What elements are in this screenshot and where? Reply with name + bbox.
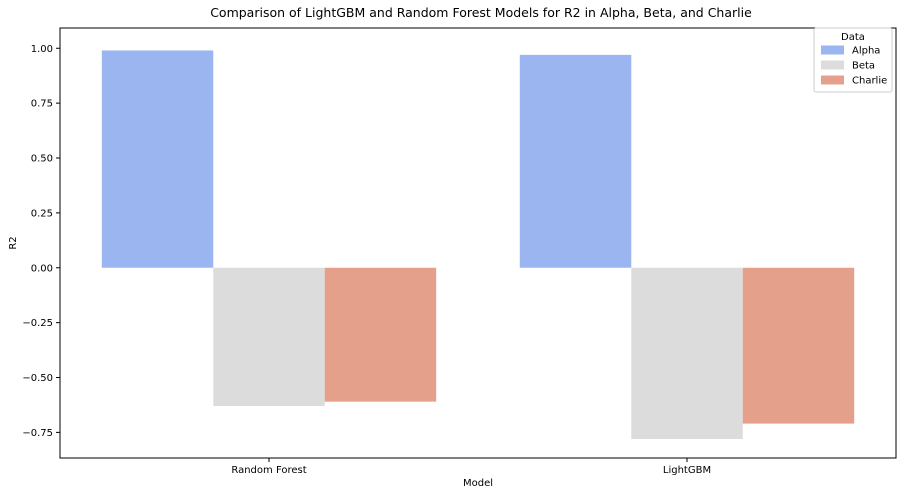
legend-label-alpha: Alpha: [852, 46, 880, 57]
y-tick-label: −0.25: [22, 318, 53, 329]
bar-beta-random-forest: [213, 267, 325, 407]
y-tick-label: 1.00: [31, 44, 53, 55]
y-axis: −0.75 −0.50 −0.25 0.00 0.25 0.50 0.75 1.00: [22, 44, 60, 439]
x-tick-label: Random Forest: [231, 465, 306, 476]
x-axis-label: Model: [463, 478, 493, 489]
legend-title: Data: [841, 32, 865, 43]
legend-label-beta: Beta: [852, 61, 875, 72]
y-tick-label: 0.50: [31, 154, 53, 165]
bar-charlie-lightgbm: [742, 267, 855, 424]
chart-title: Comparison of LightGBM and Random Forest…: [210, 5, 752, 20]
x-axis: Random Forest LightGBM: [231, 458, 711, 476]
bar-beta-lightgbm: [631, 267, 743, 439]
y-tick-label: −0.50: [22, 373, 53, 384]
plot-area: [101, 50, 855, 439]
legend-swatch-charlie: [821, 75, 844, 85]
legend-label-charlie: Charlie: [852, 76, 887, 87]
legend-swatch-beta: [821, 60, 844, 70]
legend-swatch-alpha: [821, 45, 844, 55]
y-tick-label: 0.75: [31, 99, 53, 110]
y-axis-label: R2: [8, 236, 19, 249]
x-tick-label: LightGBM: [663, 465, 711, 476]
y-tick-label: −0.75: [22, 428, 53, 439]
bar-alpha-random-forest: [101, 50, 214, 268]
axes-frame: [59, 27, 897, 459]
bar-charlie-random-forest: [324, 267, 437, 402]
legend: Data Alpha Beta Charlie: [813, 27, 893, 93]
y-tick-label: 0.25: [31, 208, 53, 219]
y-tick-label: 0.00: [31, 263, 53, 274]
bar-alpha-lightgbm: [519, 54, 632, 268]
